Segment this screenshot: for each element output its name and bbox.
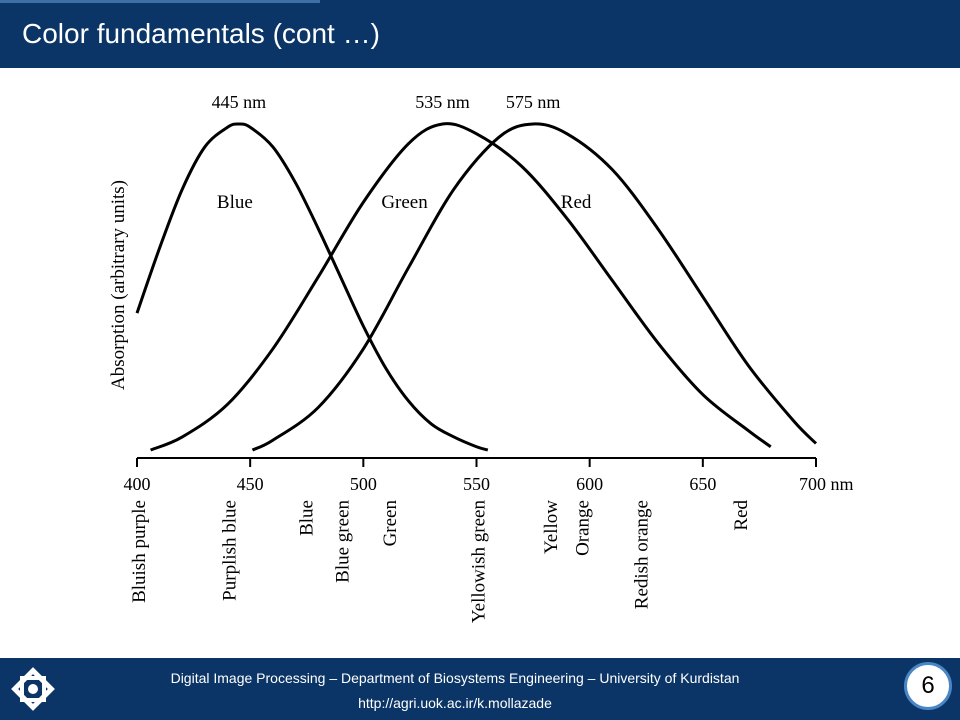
university-logo-icon xyxy=(11,667,55,711)
curves-layer xyxy=(135,122,818,452)
x-tick-label-700: 700 nm xyxy=(799,474,854,494)
color-name-yellowish-green: Yellowish green xyxy=(469,500,490,624)
ticks-layer xyxy=(136,458,817,467)
color-name-blue-green: Blue green xyxy=(333,500,354,583)
color-name-purplish-blue: Purplish blue xyxy=(220,500,241,601)
footer-url[interactable]: http://agri.uok.ac.ir/k.mollazade xyxy=(358,695,552,711)
color-name-orange: Orange xyxy=(573,500,594,556)
y-axis-label: Absorption (arbitrary units) xyxy=(108,180,129,390)
x-tick-label-500: 500 xyxy=(350,474,377,494)
x-tick-label-650: 650 xyxy=(689,474,716,494)
curve-blue xyxy=(135,122,489,452)
series-label-blue: Blue xyxy=(217,192,253,213)
slide-header: Color fundamentals (cont …) xyxy=(0,0,960,68)
peak-label-blue: 445 nm xyxy=(212,92,267,112)
color-name-green: Green xyxy=(380,500,401,547)
color-name-blue: Blue xyxy=(296,500,317,536)
labels-layer: 445 nm Blue 535 nm Green 575 nm Red 400 450 500 5… xyxy=(124,92,854,623)
page-number-badge: 6 xyxy=(904,662,952,710)
peak-label-red: 575 nm xyxy=(506,92,561,112)
x-tick-label-400: 400 xyxy=(124,474,151,494)
series-label-green: Green xyxy=(381,192,428,213)
slide-title: Color fundamentals (cont …) xyxy=(22,18,380,49)
curve-green xyxy=(150,122,772,452)
color-name-bluish-purple: Bluish purple xyxy=(129,500,150,603)
x-tick-label-550: 550 xyxy=(463,474,490,494)
footer-course-text: Digital Image Processing – Department of… xyxy=(170,670,740,686)
series-label-red: Red xyxy=(561,192,592,213)
header-accent-line xyxy=(0,0,320,3)
color-name-red: Red xyxy=(731,500,752,531)
absorption-chart: 445 nm Blue 535 nm Green 575 nm Red 400 450 500 5… xyxy=(108,92,854,623)
peak-label-green: 535 nm xyxy=(415,92,470,112)
slide-footer: Digital Image Processing – Department of… xyxy=(0,658,960,720)
color-name-yellow: Yellow xyxy=(541,500,562,554)
x-tick-label-450: 450 xyxy=(237,474,264,494)
x-tick-label-600: 600 xyxy=(576,474,603,494)
color-name-redish-orange: Redish orange xyxy=(631,500,652,609)
curve-red xyxy=(251,122,818,452)
